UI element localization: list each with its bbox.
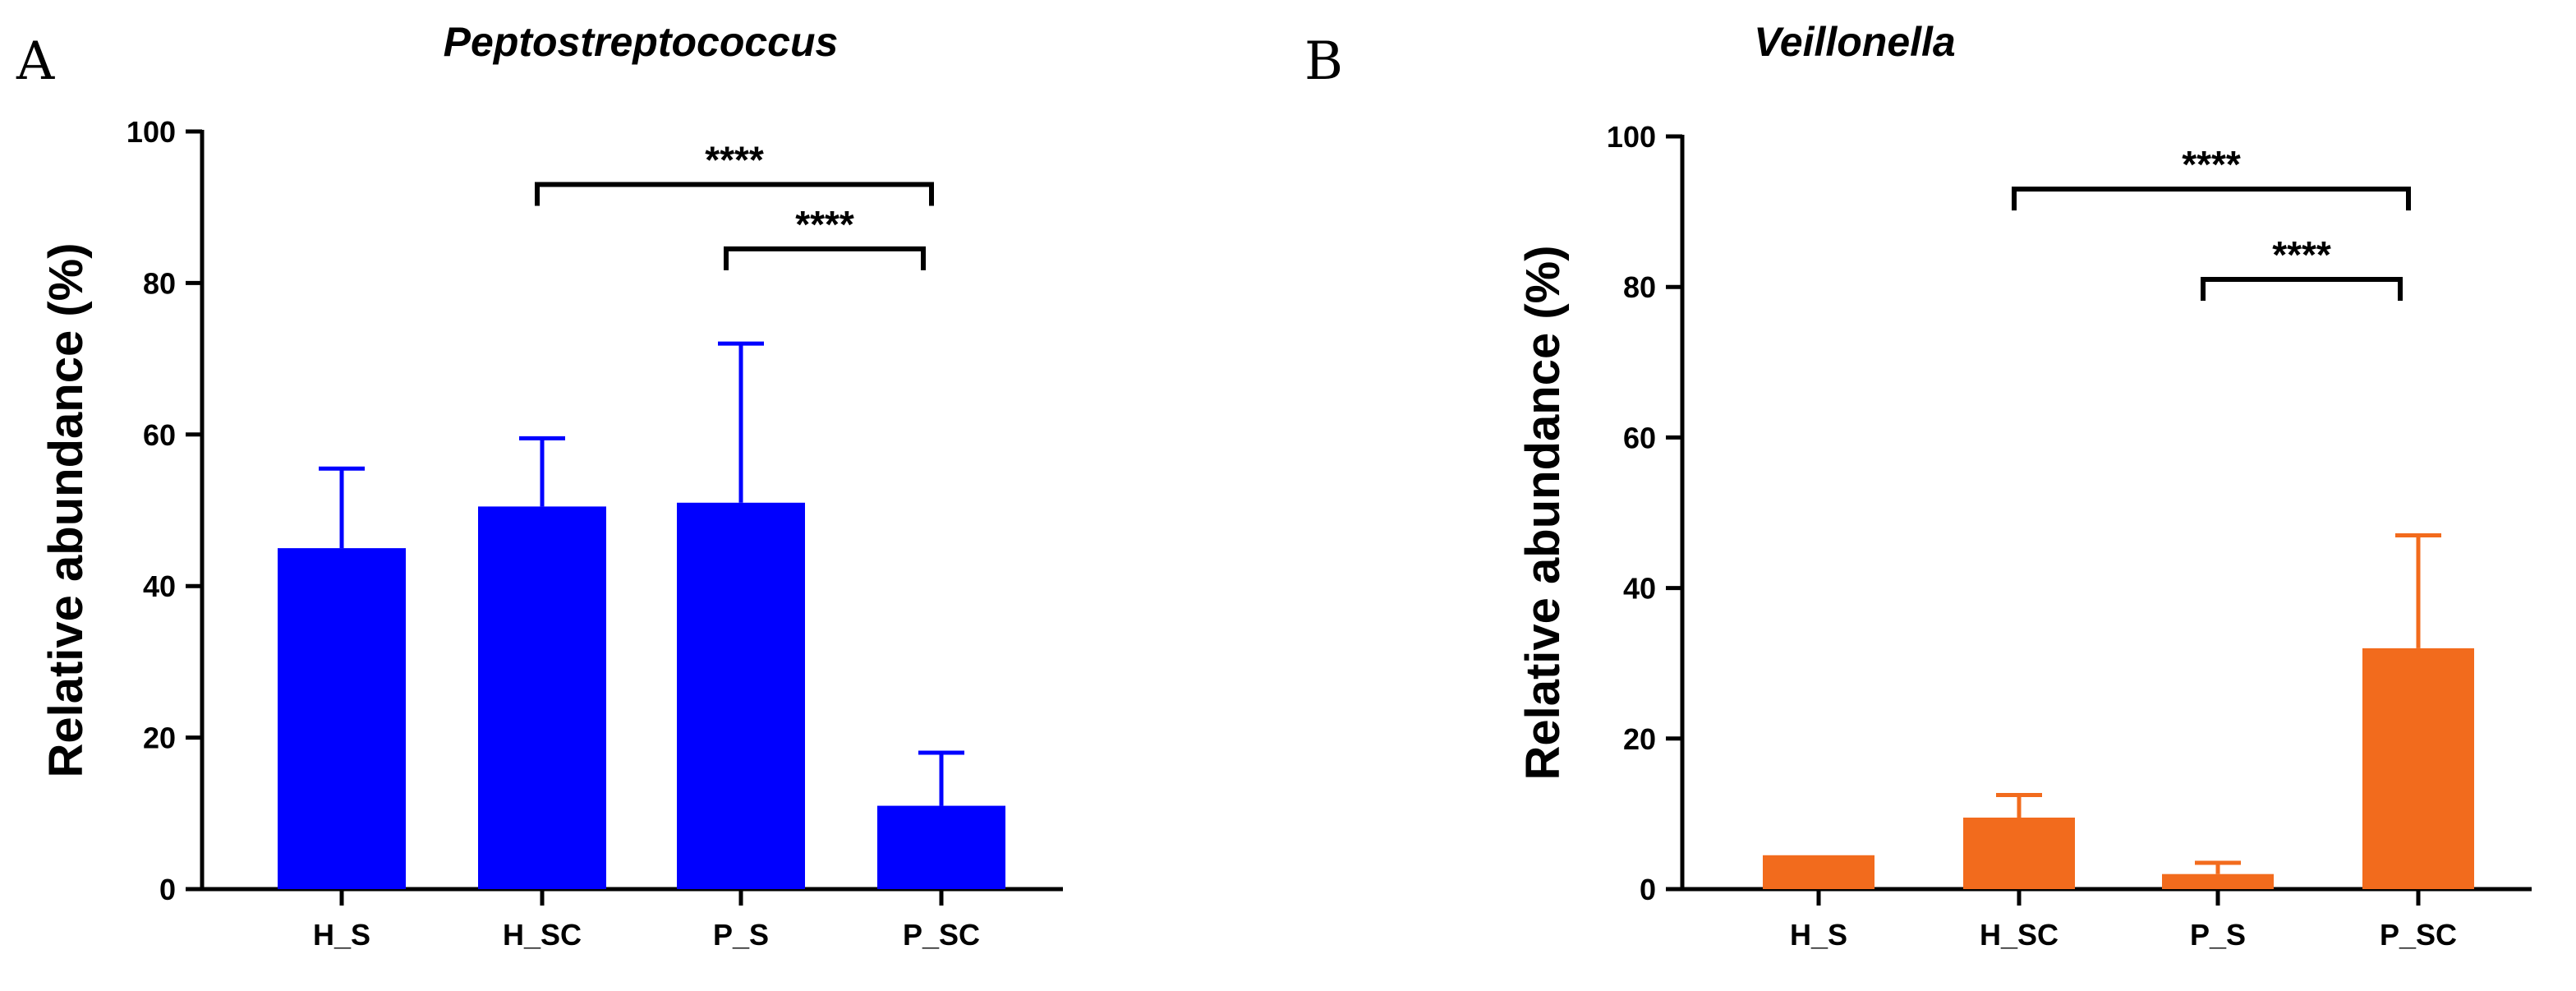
- x-tick-label: P_S: [713, 918, 769, 952]
- y-tick-label: 40: [143, 569, 176, 603]
- y-tick-label: 0: [1640, 873, 1656, 906]
- y-tick-label: 20: [143, 721, 176, 755]
- significance-bracket: [724, 246, 926, 270]
- bar: [278, 548, 406, 889]
- bar: [478, 506, 606, 889]
- y-axis-label: Relative abundance (%): [39, 242, 93, 777]
- significance-label: ****: [795, 203, 854, 246]
- y-tick-label: 100: [1607, 120, 1656, 154]
- significance-bracket: [2201, 277, 2403, 302]
- y-tick-label: 20: [1623, 722, 1656, 756]
- bar: [2362, 648, 2474, 889]
- bar: [677, 502, 805, 889]
- y-tick-label: 40: [1623, 572, 1656, 606]
- chart-title: Veillonella: [1754, 19, 1956, 65]
- y-tick-label: 60: [143, 418, 176, 452]
- significance-label: ****: [705, 139, 764, 182]
- panel-b: B Veillonella 0 20 40 60 80 100 Relative abund…: [1288, 0, 2576, 991]
- y-tick-label: 0: [159, 873, 176, 906]
- bar-chart-peptostreptococcus: 0 20 40 60 80 100 Relative abundance (%) H_S H_S…: [39, 115, 1063, 952]
- bar: [2162, 873, 2274, 889]
- panel-letter: A: [16, 31, 55, 92]
- y-axis-label: Relative abundance (%): [1516, 245, 1570, 780]
- bar-chart-veillonella: 0 20 40 60 80 100 Relative abundance (%) H_S H_S…: [1516, 120, 2532, 952]
- chart-title: Peptostreptococcus: [443, 19, 839, 65]
- x-tick-label: H_SC: [1980, 918, 2058, 952]
- x-tick-label: P_SC: [903, 918, 980, 952]
- significance-bracket: [2012, 187, 2411, 211]
- y-tick-label: 60: [1623, 421, 1656, 454]
- significance-bracket: [535, 182, 934, 206]
- significance-label: ****: [2272, 233, 2331, 276]
- panel-a: A Peptostreptococcus 0 20 40 60 80 100 Relativ…: [16, 19, 1063, 952]
- x-tick-label: P_SC: [2380, 918, 2457, 952]
- bar: [1763, 855, 1874, 889]
- significance-label: ****: [2182, 143, 2241, 186]
- bar: [877, 805, 1005, 889]
- y-tick-label: 80: [1623, 270, 1656, 304]
- y-tick-label: 100: [126, 115, 176, 149]
- x-tick-label: H_SC: [503, 918, 582, 952]
- y-tick-label: 80: [143, 266, 176, 300]
- bar: [1963, 817, 2075, 889]
- x-tick-label: H_S: [313, 918, 370, 952]
- x-tick-label: P_S: [2190, 918, 2246, 952]
- x-tick-label: H_S: [1790, 918, 1847, 952]
- panel-letter: B: [1304, 31, 1344, 92]
